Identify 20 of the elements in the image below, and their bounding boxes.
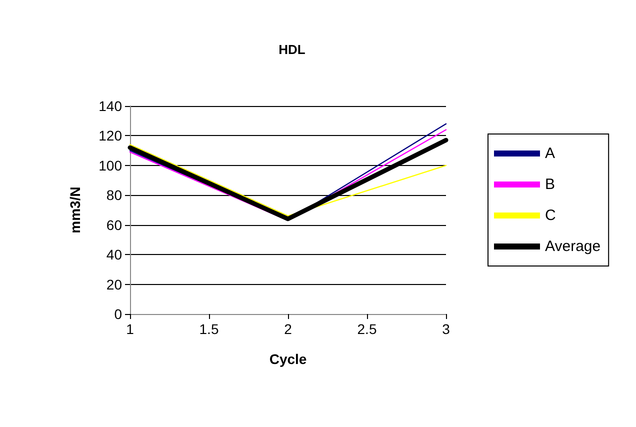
legend-label: C	[545, 207, 556, 224]
legend-label: Average	[545, 238, 601, 255]
y-tick-label: 140	[98, 98, 122, 114]
legend-label: B	[545, 176, 556, 193]
legend-label: A	[545, 145, 556, 162]
x-tick-label: 2.5	[357, 321, 377, 337]
x-tick-label: 3	[442, 321, 450, 337]
y-tick-label: 40	[106, 246, 122, 263]
y-tick-label: 60	[106, 216, 122, 233]
y-tick-label: 20	[106, 276, 122, 292]
x-axis-title: Cycle	[269, 351, 307, 367]
y-tick-label: 120	[98, 128, 122, 144]
x-tick-label: 1	[126, 321, 134, 337]
y-tick-label: 0	[114, 306, 122, 322]
y-tick-label: 100	[98, 157, 122, 174]
chart-title: HDL	[278, 42, 306, 57]
x-tick-label: 1.5	[199, 321, 219, 337]
y-axis-title: mm3/N	[67, 186, 83, 234]
y-tick-label: 80	[106, 187, 122, 204]
x-tick-label: 2	[284, 321, 292, 337]
